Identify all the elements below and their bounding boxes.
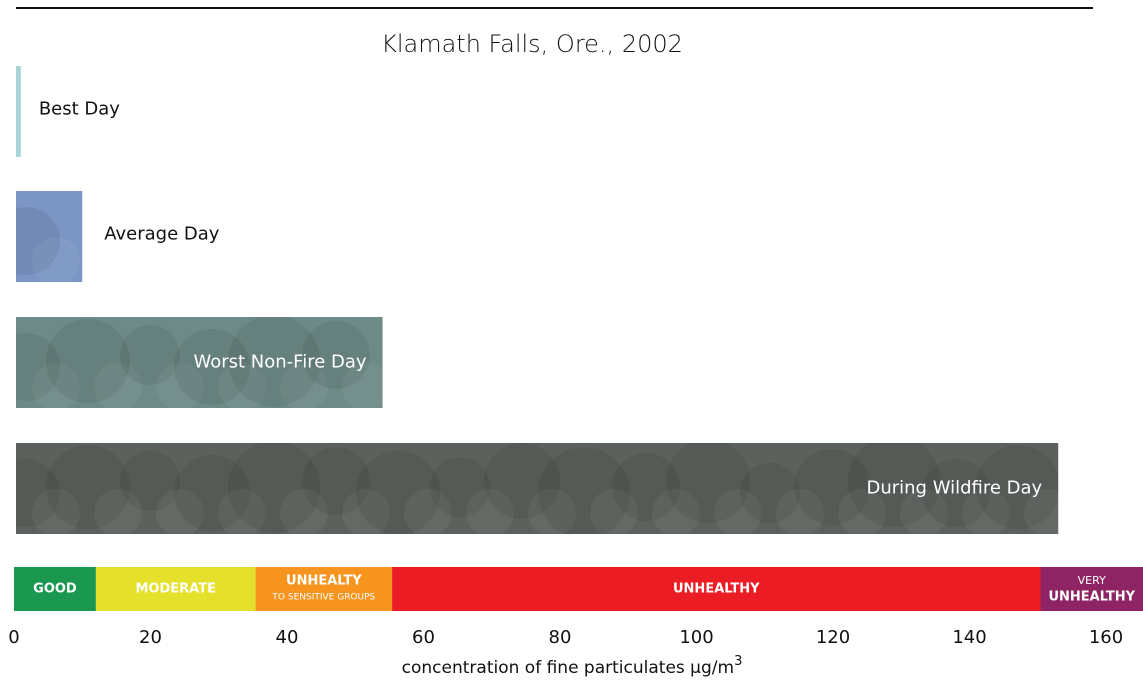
cloud	[740, 463, 800, 523]
cloud-decoration	[16, 207, 80, 282]
bar-label: During Wildfire Day	[866, 478, 1042, 499]
cloud	[848, 443, 940, 527]
cloud	[612, 453, 680, 521]
cloud	[174, 329, 250, 405]
aqi-band-label: TO SENSITIVE GROUPS	[271, 593, 375, 603]
x-tick-label: 20	[139, 627, 162, 648]
cloud	[590, 489, 638, 534]
cloud	[16, 459, 60, 527]
x-axis-label-text: concentration of fine particulates µg/m	[402, 658, 734, 678]
cloud	[228, 317, 320, 407]
cloud	[528, 489, 576, 534]
cloud	[46, 445, 130, 529]
cloud	[356, 451, 440, 534]
bar	[16, 66, 21, 157]
x-tick-label: 140	[952, 627, 986, 648]
x-tick-label: 40	[276, 627, 299, 648]
cloud	[32, 489, 80, 534]
cloud	[156, 489, 204, 534]
cloud	[228, 443, 320, 533]
cloud	[794, 449, 870, 525]
cloud	[32, 363, 80, 408]
cloud	[430, 457, 490, 517]
x-tick-label: 60	[412, 627, 435, 648]
aqi-band-label: VERY	[1078, 574, 1106, 587]
bar	[16, 443, 1059, 534]
cloud	[94, 363, 142, 408]
aqi-band	[1040, 567, 1143, 611]
cloud	[342, 489, 390, 534]
cloud	[776, 489, 824, 534]
cloud	[302, 447, 370, 515]
cloud	[120, 451, 180, 511]
cloud	[32, 237, 80, 282]
cloud	[46, 319, 130, 403]
cloud	[714, 489, 762, 534]
cloud	[666, 443, 750, 523]
aqi-band-label: UNHEALTHY	[1048, 590, 1135, 605]
cloud	[538, 447, 630, 534]
cloud-decoration	[16, 317, 383, 408]
cloud	[838, 489, 886, 534]
cloud	[404, 489, 452, 534]
cloud	[280, 489, 328, 534]
aqi-band-label: GOOD	[33, 582, 77, 597]
chart-title: Klamath Falls, Ore., 2002	[381, 30, 683, 58]
cloud	[342, 363, 383, 408]
bar-label: Best Day	[39, 99, 120, 120]
cloud	[900, 489, 948, 534]
x-tick-label: 0	[8, 627, 19, 648]
cloud	[120, 325, 180, 385]
cloud	[484, 443, 560, 519]
x-tick-label: 160	[1089, 627, 1123, 648]
bar-label: Worst Non-Fire Day	[193, 352, 366, 373]
cloud	[466, 489, 514, 534]
aqi-bands: GOOD MODERATE UNHEALTY TO SENSITIVE GROUPS U…	[14, 567, 1143, 611]
cloud	[1024, 489, 1059, 534]
aqi-band-label: UNHEALTY	[286, 574, 362, 589]
x-tick-label: 120	[816, 627, 850, 648]
cloud	[922, 459, 990, 527]
x-tick-label: 100	[679, 627, 713, 648]
aqi-band-label: MODERATE	[136, 582, 216, 597]
cloud	[174, 455, 250, 531]
cloud	[16, 207, 60, 275]
cloud	[218, 489, 266, 534]
aqi-band	[95, 567, 256, 611]
x-axis-label: concentration of fine particulates µg/m3	[402, 654, 743, 679]
bar	[16, 317, 383, 408]
aqi-band	[14, 567, 96, 611]
bar	[16, 191, 83, 282]
bar-label: Average Day	[104, 224, 220, 245]
aqi-band-label: UNHEALTHY	[673, 582, 760, 597]
x-axis-label-sup: 3	[734, 654, 742, 669]
aqi-band	[255, 567, 393, 611]
cloud	[218, 363, 266, 408]
cloud	[16, 333, 60, 401]
cloud	[962, 489, 1010, 534]
cloud	[94, 489, 142, 534]
cloud	[156, 363, 204, 408]
aqi-band	[392, 567, 1041, 611]
cloud	[976, 445, 1059, 529]
x-tick-label: 80	[549, 627, 572, 648]
cloud-decoration	[16, 443, 1059, 534]
cloud	[280, 363, 328, 408]
cloud	[652, 489, 700, 534]
cloud	[302, 321, 370, 389]
